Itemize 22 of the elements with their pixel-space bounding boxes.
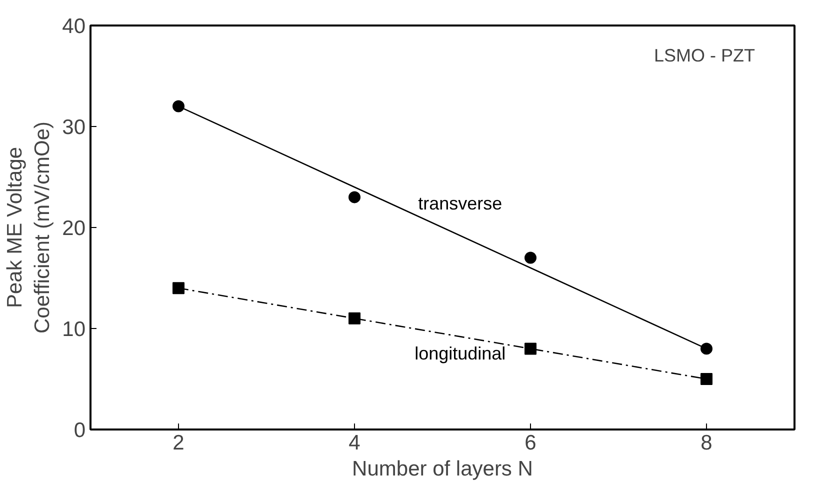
y-axis-title: Peak ME Voltage Coefficient (mV/cmOe) — [4, 122, 54, 334]
point — [348, 191, 360, 204]
point — [348, 312, 360, 324]
text: transverse — [418, 194, 502, 214]
x-axis-title: Number of layers N — [352, 458, 533, 480]
x-tick-label: 4 — [348, 432, 361, 454]
point — [524, 252, 536, 264]
y-tick-label: 40 — [62, 15, 86, 38]
series-label: longitudinal — [414, 344, 506, 364]
y-tick-label: 0 — [74, 419, 86, 442]
x-tick-label: 6 — [524, 432, 536, 454]
x-tick-label: 8 — [700, 432, 712, 454]
point — [172, 100, 184, 112]
point — [524, 342, 536, 355]
x-tick-label: 2 — [172, 432, 184, 454]
point — [700, 373, 712, 385]
y-tick-label: 20 — [62, 217, 86, 240]
y-tick-label: 30 — [62, 116, 86, 139]
y-tick-label: 10 — [62, 318, 86, 341]
annotation: LSMO - PZT — [654, 46, 756, 66]
point — [700, 342, 712, 355]
point — [172, 282, 184, 294]
